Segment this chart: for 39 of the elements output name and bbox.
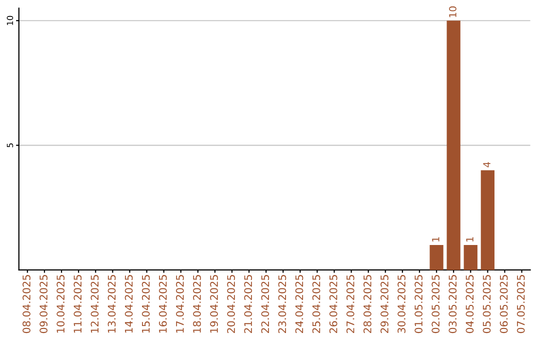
x-tick-label: 02.05.2025 xyxy=(432,275,440,334)
x-tick-label: 15.04.2025 xyxy=(142,275,150,333)
x-tick-label: 10.04.2025 xyxy=(56,275,65,333)
bar xyxy=(464,245,478,270)
bar xyxy=(446,20,460,270)
x-tick-label: 23.04.2025 xyxy=(278,275,286,334)
data-label: 1 xyxy=(466,237,474,242)
x-tick-label: 28.04.2025 xyxy=(363,275,372,334)
data-label: 10 xyxy=(449,6,456,18)
x-tick-label: 24.04.2025 xyxy=(295,275,304,334)
x-tick-label: 18.04.2025 xyxy=(193,275,201,333)
bar xyxy=(480,170,494,270)
x-tick-label: 01.05.2025 xyxy=(414,275,423,334)
x-tick-label: 06.05.2025 xyxy=(500,275,508,334)
x-tick-label: 03.05.2025 xyxy=(448,275,457,334)
x-tick-label: 13.04.2025 xyxy=(108,275,116,333)
x-tick-label: 12.04.2025 xyxy=(90,275,99,333)
x-tick-label: 09.04.2025 xyxy=(40,275,48,334)
x-tick-label: 27.04.2025 xyxy=(346,275,354,334)
x-tick-label: 25.04.2025 xyxy=(312,275,320,334)
bar xyxy=(430,245,444,270)
data-label: 4 xyxy=(483,162,490,168)
x-tick-label: 29.04.2025 xyxy=(380,275,388,334)
x-tick-label: 11.04.2025 xyxy=(74,275,82,333)
x-tick-label: 19.04.2025 xyxy=(210,275,218,333)
x-tick-label: 26.04.2025 xyxy=(329,275,338,334)
x-tick-label: 20.04.2025 xyxy=(227,275,235,334)
x-tick-label: 07.05.2025 xyxy=(516,275,525,334)
data-label: 1 xyxy=(432,237,440,242)
x-tick-label: 14.04.2025 xyxy=(124,275,133,333)
x-tick-label: 05.05.2025 xyxy=(482,275,491,334)
x-tick-label: 16.04.2025 xyxy=(158,275,167,333)
x-tick-label: 22.04.2025 xyxy=(261,275,270,334)
x-tick-label: 17.04.2025 xyxy=(176,275,184,333)
y-tick-label: 5 xyxy=(6,143,14,148)
x-tick-label: 21.04.2025 xyxy=(244,275,252,334)
x-tick-label: 08.04.2025 xyxy=(22,275,30,334)
x-tick-label: 30.04.2025 xyxy=(398,275,406,333)
x-tick-label: 04.05.2025 xyxy=(466,275,474,334)
